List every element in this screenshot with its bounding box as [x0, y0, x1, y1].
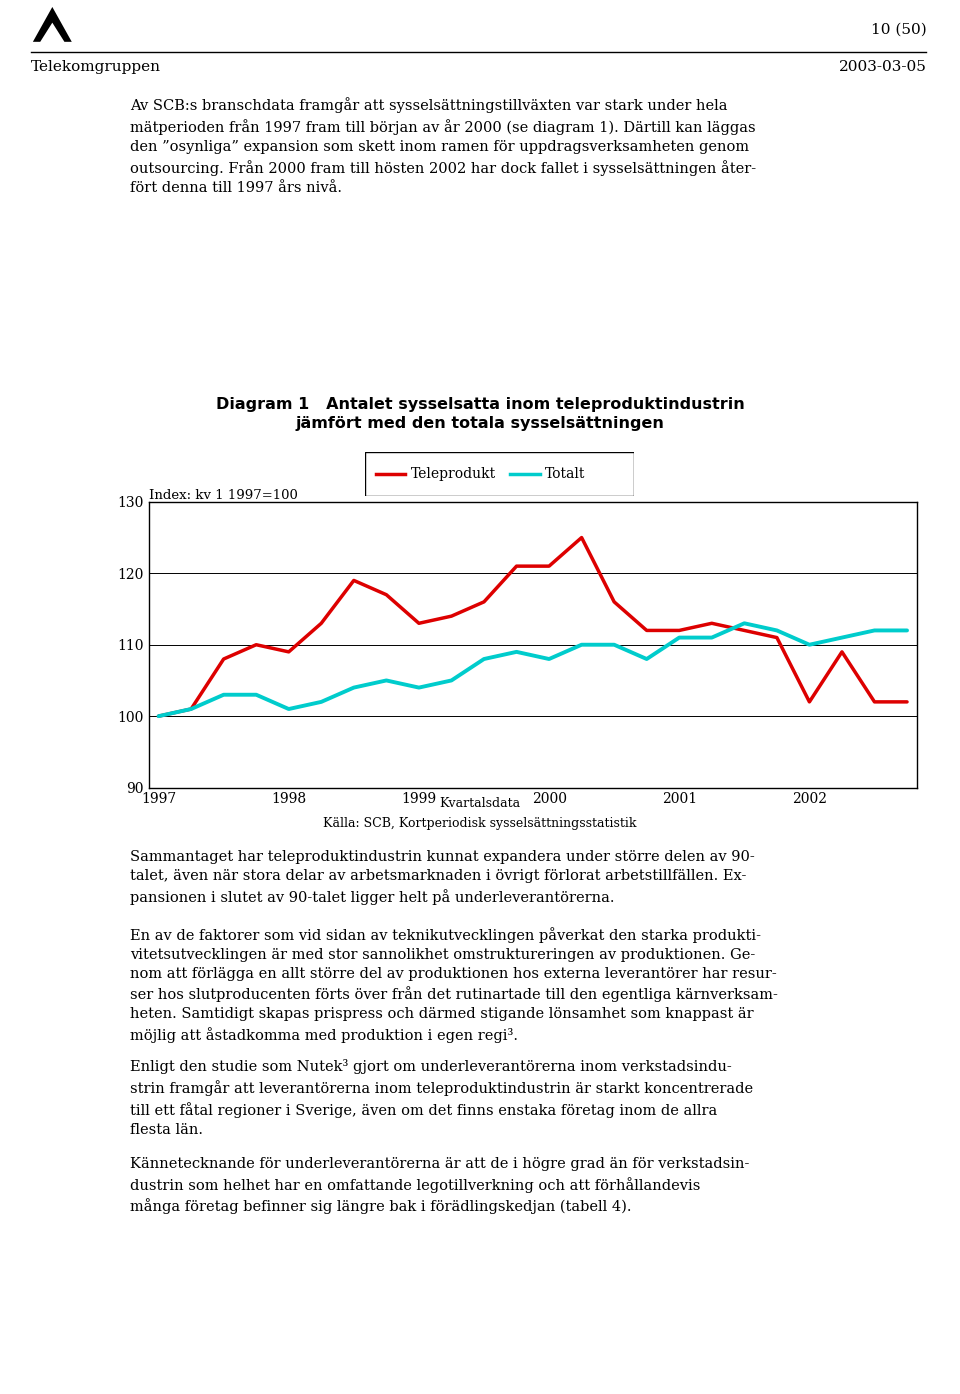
- Text: Index: kv 1 1997=100: Index: kv 1 1997=100: [149, 489, 298, 502]
- Text: Kännetecknande för underleverantörerna är att de i högre grad än för verkstadsin: Kännetecknande för underleverantörerna ä…: [130, 1157, 749, 1214]
- Text: Sammantaget har teleproduktindustrin kunnat expandera under större delen av 90-
: Sammantaget har teleproduktindustrin kun…: [130, 850, 755, 905]
- Text: En av de faktorer som vid sidan av teknikutvecklingen påverkat den starka produk: En av de faktorer som vid sidan av tekni…: [130, 927, 778, 1043]
- Text: Totalt: Totalt: [545, 467, 586, 481]
- Text: Kvartalsdata: Kvartalsdata: [440, 797, 520, 810]
- Text: Teleprodukt: Teleprodukt: [411, 467, 495, 481]
- Text: 10 (50): 10 (50): [871, 22, 926, 36]
- Text: 2003-03-05: 2003-03-05: [838, 60, 926, 74]
- Text: Enligt den studie som Nutek³ gjort om underleverantörerna inom verkstadsindu-
st: Enligt den studie som Nutek³ gjort om un…: [130, 1059, 753, 1136]
- Text: Källa: SCB, Kortperiodisk sysselsättningsstatistik: Källa: SCB, Kortperiodisk sysselsättning…: [324, 817, 636, 829]
- Text: Telekomgruppen: Telekomgruppen: [31, 60, 160, 74]
- Polygon shape: [33, 7, 72, 42]
- Text: Av SCB:s branschdata framgår att sysselsättningstillväxten var stark under hela
: Av SCB:s branschdata framgår att syssels…: [130, 98, 756, 195]
- Text: Diagram 1   Antalet sysselsatta inom teleproduktindustrin
jämfört med den totala: Diagram 1 Antalet sysselsatta inom telep…: [216, 397, 744, 431]
